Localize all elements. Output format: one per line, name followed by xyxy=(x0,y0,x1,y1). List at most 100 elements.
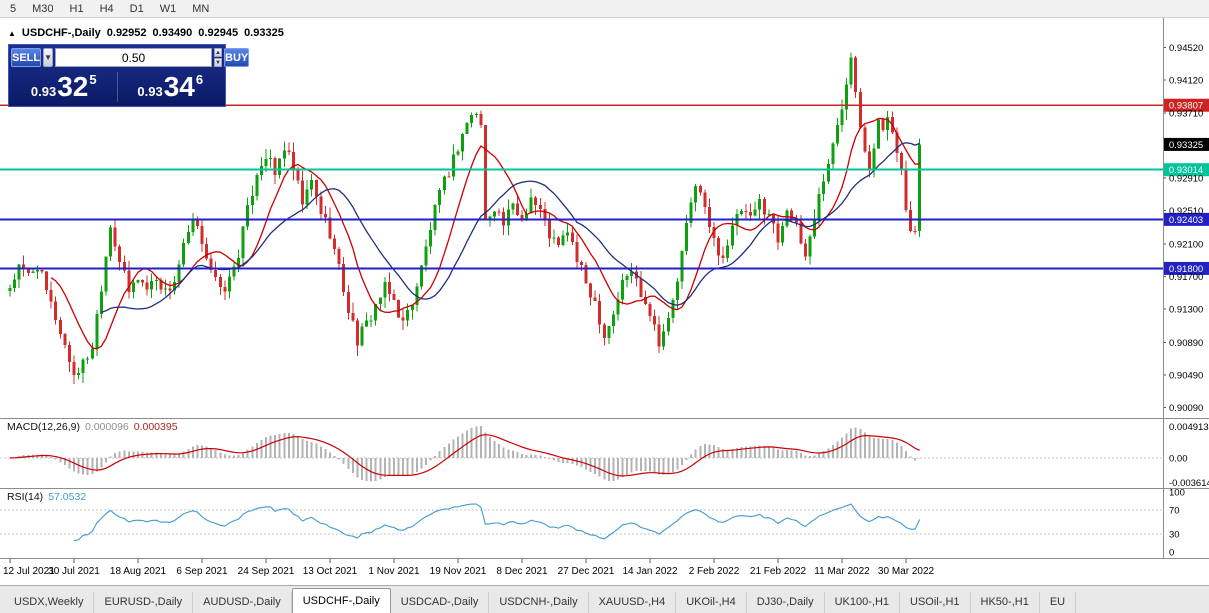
timeframe-button-H1[interactable]: H1 xyxy=(69,2,84,15)
timeframe-button-M30[interactable]: M30 xyxy=(32,2,54,15)
chart-tab-USDCAD-Daily[interactable]: USDCAD-,Daily xyxy=(391,592,490,613)
chart-tab-HK50-H1[interactable]: HK50-,H1 xyxy=(971,592,1040,613)
collapse-panel-icon[interactable]: ▲ xyxy=(8,28,16,38)
buy-price-display[interactable]: 0.93 34 6 xyxy=(118,70,224,104)
candle-body xyxy=(136,279,140,283)
candle-body xyxy=(547,219,551,239)
candle-body xyxy=(383,281,387,298)
chart-tab-USDX-Weekly[interactable]: USDX,Weekly xyxy=(4,592,95,613)
candle-body xyxy=(237,257,241,267)
candle-body xyxy=(264,158,268,166)
candle-body xyxy=(45,271,49,291)
volume-increase-button[interactable]: ▲ xyxy=(214,48,222,57)
candle-body xyxy=(365,320,369,327)
chart-area: 0.93807 0.93014 0.92403 0.91800 0.93325 0.945… xyxy=(0,18,1209,585)
candle-body xyxy=(611,314,615,327)
candle-body xyxy=(570,232,574,243)
timeframe-button-5[interactable]: 5 xyxy=(10,2,17,15)
candle-body xyxy=(630,271,634,277)
date-label: 19 Nov 2021 xyxy=(430,566,487,577)
chart-tab-USDCNH-Daily[interactable]: USDCNH-,Daily xyxy=(489,592,589,613)
sell-price-display[interactable]: 0.93 32 5 xyxy=(11,70,117,104)
candle-body xyxy=(909,210,913,231)
candle-body xyxy=(456,151,460,155)
date-label: 24 Sep 2021 xyxy=(238,566,295,577)
candle-body xyxy=(607,326,611,339)
candle-body xyxy=(616,299,620,315)
hline-price-box xyxy=(1164,98,1209,112)
hline-price-label: 0.91800 xyxy=(1169,264,1203,275)
hline-price-box xyxy=(1164,261,1209,275)
candle-body xyxy=(474,113,478,116)
volume-dropdown-button[interactable]: ▼ xyxy=(43,48,54,67)
candle-body xyxy=(886,116,890,131)
chart-svg[interactable]: 0.938070.930140.924030.918000.933250.945… xyxy=(0,18,1209,585)
candle-body xyxy=(698,185,702,193)
candle-body xyxy=(717,238,721,256)
buy-button[interactable]: BUY xyxy=(224,48,250,67)
timeframe-button-MN[interactable]: MN xyxy=(192,2,210,15)
candle-body xyxy=(529,197,533,214)
chart-tab-USOil-H1[interactable]: USOil-,H1 xyxy=(900,592,971,613)
hline-price-box xyxy=(1164,212,1209,226)
candle-body xyxy=(707,206,711,227)
candle-body xyxy=(749,211,753,216)
candle-body xyxy=(63,334,67,346)
chart-tab-UKOil-H4[interactable]: UKOil-,H4 xyxy=(676,592,747,613)
candle-body xyxy=(831,143,835,164)
candle-body xyxy=(543,209,547,220)
volume-input[interactable] xyxy=(55,48,213,67)
chart-tab-XAUUSD-H4[interactable]: XAUUSD-,H4 xyxy=(589,592,677,613)
date-label: 18 Aug 2021 xyxy=(110,566,167,577)
candle-body xyxy=(392,293,396,300)
one-click-trading-panel: SELL ▼ ▲ ▼ BUY 0.93 32 5 0.93 34 xyxy=(8,44,250,107)
rsi-axis-100-label: 100 xyxy=(1169,488,1185,499)
candle-body xyxy=(867,151,871,169)
candle-body xyxy=(721,255,725,259)
timeframe-toolbar: 5 M30 H1 H4 D1 W1 MN xyxy=(0,0,1209,18)
candle-body xyxy=(168,288,172,291)
volume-decrease-button[interactable]: ▼ xyxy=(214,58,222,67)
price-tick-label: 0.92100 xyxy=(1169,240,1203,251)
candle-body xyxy=(653,315,657,325)
candle-body xyxy=(401,317,405,321)
timeframe-button-W1[interactable]: W1 xyxy=(159,2,177,15)
candle-body xyxy=(195,220,199,226)
chart-tab-USDCHF-Daily[interactable]: USDCHF-,Daily xyxy=(291,588,391,613)
chart-tab-EU[interactable]: EU xyxy=(1040,592,1077,613)
chart-tab-AUDUSD-Daily[interactable]: AUDUSD-,Daily xyxy=(193,592,292,613)
candle-body xyxy=(895,132,899,153)
candle-body xyxy=(767,214,771,216)
candle-body xyxy=(360,326,364,346)
candle-body xyxy=(113,227,117,247)
price-tick-label: 0.94120 xyxy=(1169,75,1203,86)
candle-body xyxy=(557,237,561,245)
candle-body xyxy=(333,238,337,250)
chart-tab-UK100-H1[interactable]: UK100-,H1 xyxy=(825,592,901,613)
candle-body xyxy=(301,180,305,205)
chart-tab-EURUSD-Daily[interactable]: EURUSD-,Daily xyxy=(94,592,194,613)
candle-body xyxy=(173,281,177,291)
timeframe-button-D1[interactable]: D1 xyxy=(129,2,144,15)
price-tick-label: 0.90490 xyxy=(1169,370,1203,381)
candle-body xyxy=(145,282,149,290)
price-tick-label: 0.92910 xyxy=(1169,174,1203,185)
candle-body xyxy=(141,279,145,283)
candle-body xyxy=(296,170,300,181)
candle-body xyxy=(584,264,588,284)
candle-body xyxy=(214,269,218,277)
candle-body xyxy=(269,158,273,160)
hline-price-label: 0.93807 xyxy=(1169,101,1203,112)
chart-tab-DJ30-Daily[interactable]: DJ30-,Daily xyxy=(747,592,825,613)
timeframe-button-H4[interactable]: H4 xyxy=(99,2,114,15)
candle-body xyxy=(191,220,195,232)
candle-body xyxy=(648,304,652,316)
date-label: 13 Oct 2021 xyxy=(303,566,358,577)
rsi-line xyxy=(73,503,921,542)
price-divider xyxy=(116,72,118,102)
sell-button[interactable]: SELL xyxy=(11,48,42,67)
rsi-axis-70-label: 70 xyxy=(1169,506,1180,517)
candle-body xyxy=(520,215,524,219)
sell-price-pipette: 5 xyxy=(89,72,97,87)
